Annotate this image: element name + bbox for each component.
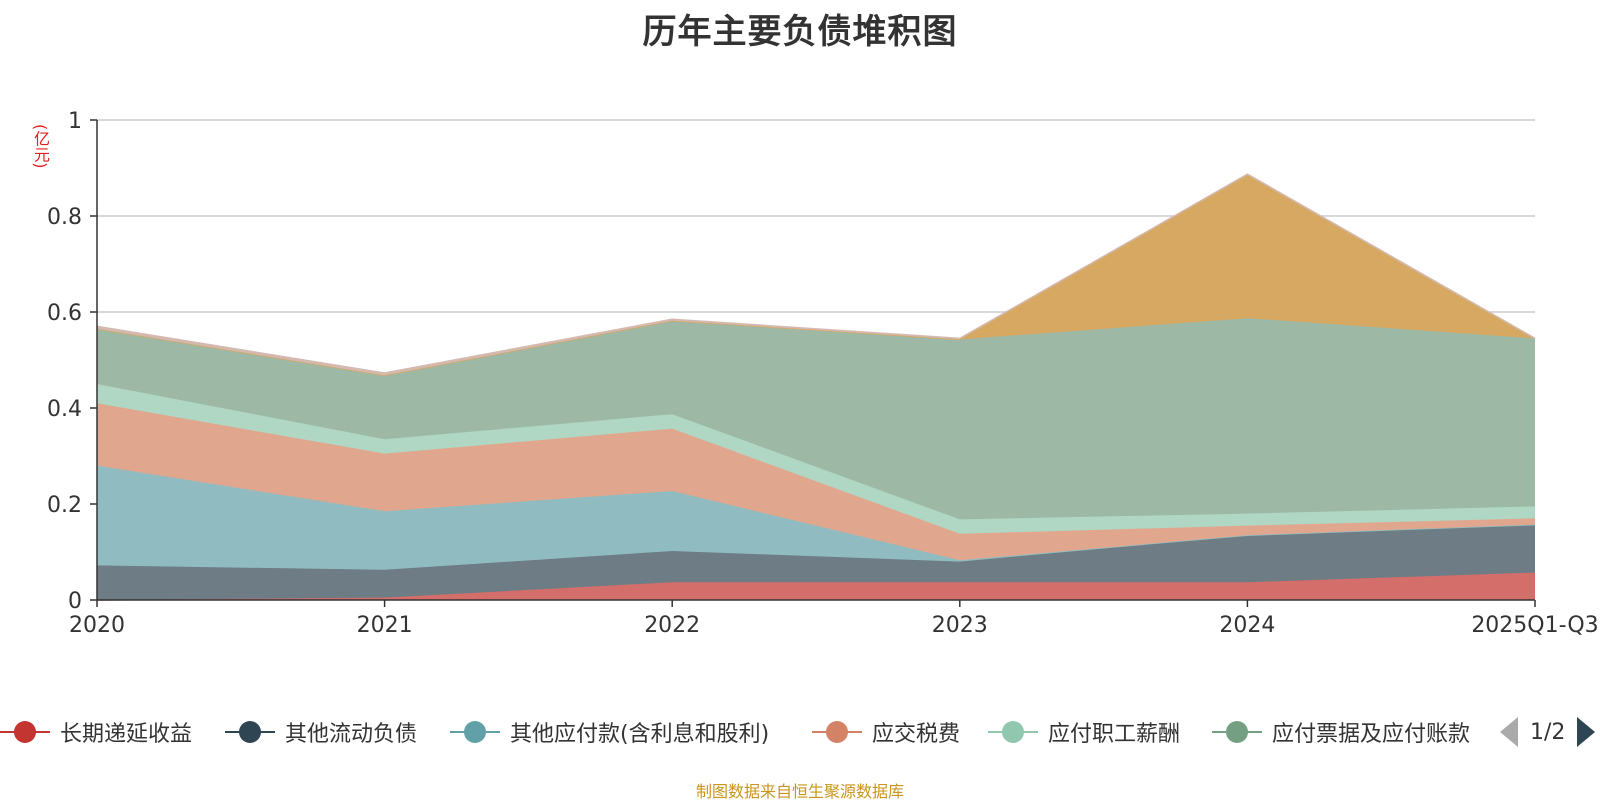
source-note: 制图数据来自恒生聚源数据库 xyxy=(695,782,904,801)
legend-label: 其他流动负债 xyxy=(285,722,418,747)
y-tick-label: 0.4 xyxy=(47,397,82,422)
legend-item[interactable]: 长期递延收益 xyxy=(0,712,192,752)
area-line-其他 xyxy=(96,173,1536,374)
area-series-layer xyxy=(96,173,1536,601)
legend-next-icon[interactable] xyxy=(1577,717,1596,747)
y-axis-unit-label: (亿元) xyxy=(31,124,50,169)
y-tick-label: 0.6 xyxy=(47,301,82,326)
y-tick-label: 0.8 xyxy=(47,205,82,230)
legend-item[interactable]: 其他应付款(含利息和股利) xyxy=(450,712,769,752)
legend-items: 长期递延收益 其他流动负债 其他应付款(含利息和股利) 应交税费 应付职工薪酬 应付票据及… xyxy=(0,712,1480,752)
legend-pager: 1/2 xyxy=(1500,712,1596,752)
area-series-其他流动负债 xyxy=(97,524,1535,600)
area-series-长期递延收益 xyxy=(97,572,1535,600)
x-tick-label: 2024 xyxy=(1219,613,1275,638)
legend-prev-icon[interactable] xyxy=(1500,717,1518,747)
legend-page-indicator: 1/2 xyxy=(1530,719,1566,745)
axes: 0 0.2 0.4 0.6 0.8 1 2020 2021 2022 2023 2024 2025Q1… xyxy=(47,109,1599,638)
legend-label: 长期递延收益 xyxy=(60,722,193,747)
legend-marker-icon xyxy=(1212,712,1262,752)
x-tick-label: 2025Q1-Q3 xyxy=(1471,613,1598,638)
area-series-应付职工薪酬 xyxy=(97,384,1535,534)
legend-item[interactable]: 应交税费 xyxy=(812,712,960,752)
legend-marker-icon xyxy=(812,712,862,752)
area-series-短期借款 xyxy=(97,174,1535,376)
legend-item[interactable]: 应付票据及应付账款 xyxy=(1212,712,1470,752)
legend-marker-icon xyxy=(0,712,50,752)
legend-item[interactable]: 其他流动负债 xyxy=(225,712,417,752)
legend: 长期递延收益 其他流动负债 其他应付款(含利息和股利) 应交税费 应付职工薪酬 应付票据及… xyxy=(0,712,1600,752)
legend-marker-icon xyxy=(988,712,1038,752)
x-tick-label: 2023 xyxy=(932,613,988,638)
y-tick-label: 0.2 xyxy=(47,493,82,518)
legend-label: 应交税费 xyxy=(872,722,961,747)
legend-label: 应付票据及应付账款 xyxy=(1272,722,1471,747)
x-tick-label: 2021 xyxy=(357,613,413,638)
x-tick-label: 2022 xyxy=(644,613,700,638)
legend-label: 应付职工薪酬 xyxy=(1048,722,1181,747)
area-series-应付票据及应付账款 xyxy=(97,318,1535,520)
x-tick-label: 2020 xyxy=(69,613,125,638)
y-tick-label: 1 xyxy=(68,109,82,134)
area-line-应交税费 xyxy=(96,402,1536,535)
y-tick-label: 0 xyxy=(68,589,82,614)
legend-item[interactable]: 应付职工薪酬 xyxy=(988,712,1180,752)
stacked-area-chart: 0 0.2 0.4 0.6 0.8 1 2020 2021 2022 2023 2024 2025Q1… xyxy=(47,109,1599,638)
chart-title: 历年主要负债堆积图 xyxy=(642,12,958,52)
legend-label: 其他应付款(含利息和股利) xyxy=(510,722,770,747)
legend-marker-icon xyxy=(450,712,500,752)
legend-marker-icon xyxy=(225,712,275,752)
area-series-其他应付款(含利息和股利) xyxy=(97,465,1535,570)
